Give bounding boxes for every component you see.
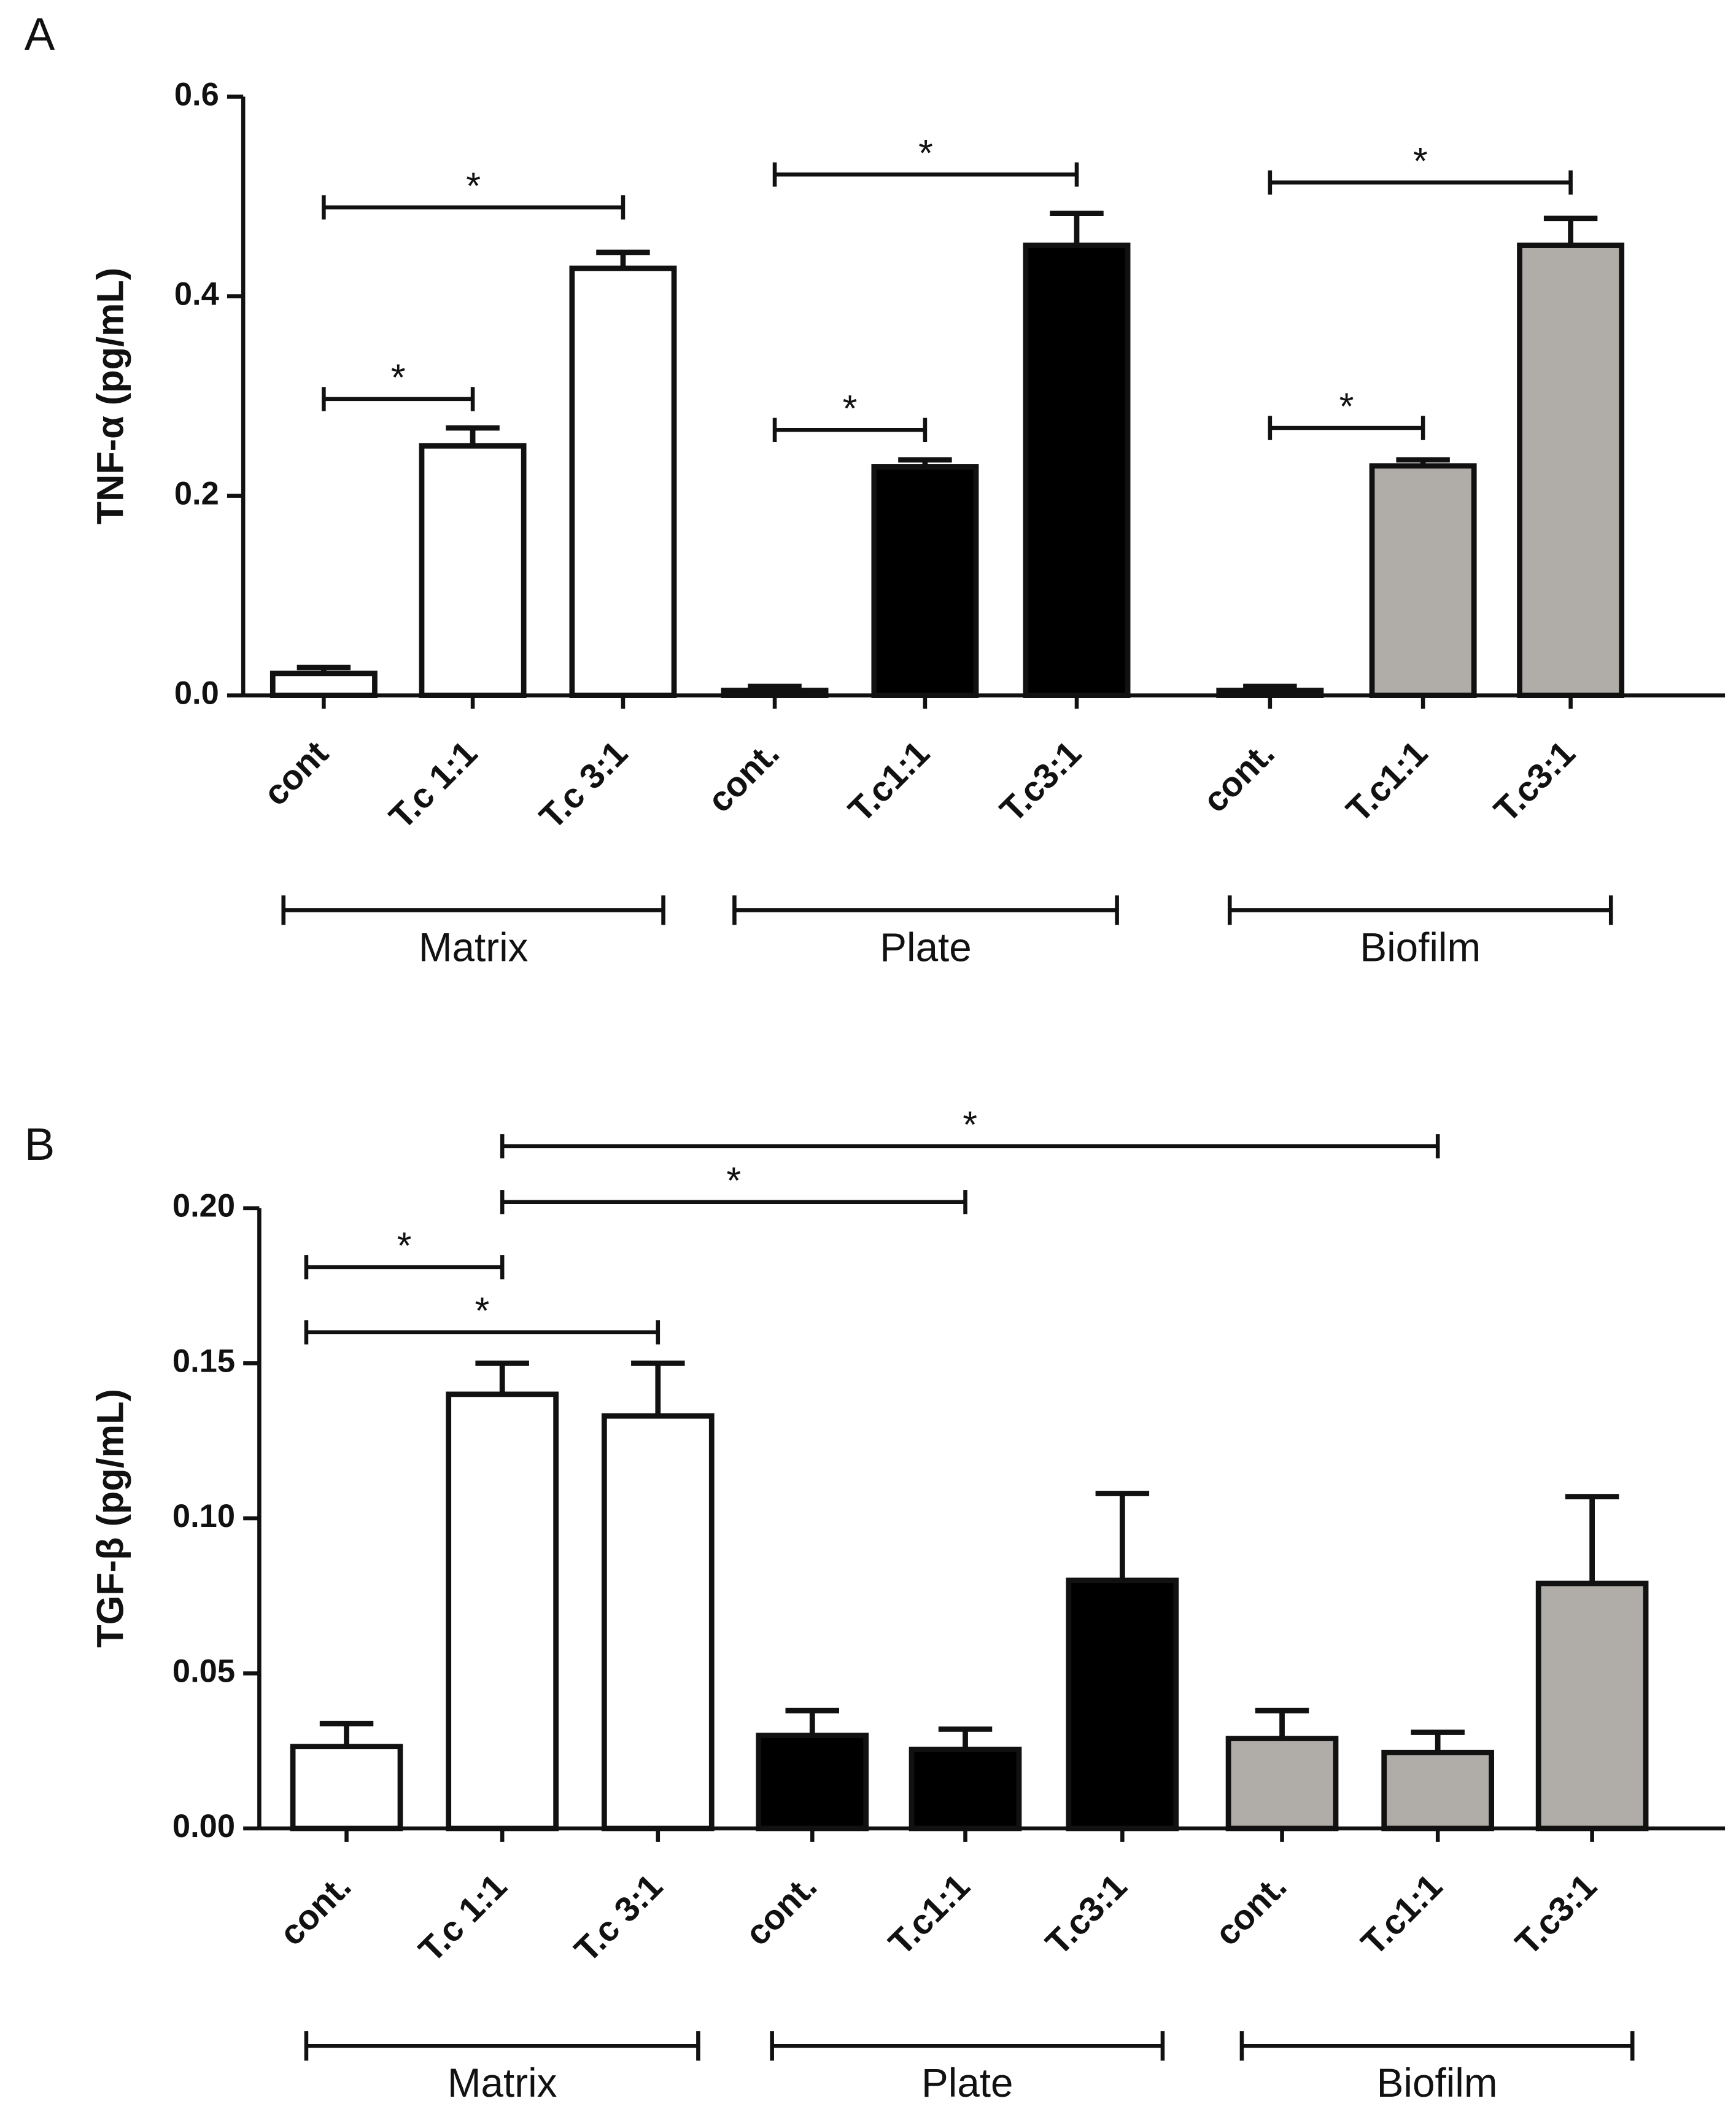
x-tick-label: T.c1:1 [1354,1867,1450,1963]
x-tick-label: T.c 3:1 [532,734,635,836]
group-label: Biofilm [1377,2060,1498,2105]
bar [1023,243,1131,698]
significance-star: * [466,165,481,206]
bar [269,670,378,698]
group-label: Matrix [419,925,529,969]
group-label: Plate [921,2060,1013,2105]
bar [1066,1577,1179,1831]
significance-star: * [397,1224,412,1266]
x-tick-label: T.c1:1 [841,734,937,829]
panel-label: B [25,1119,55,1170]
significance-star: * [391,356,406,398]
y-tick-label: 0.05 [172,1653,235,1689]
bar [871,464,979,698]
bar [1535,1580,1649,1831]
x-tick-label: cont. [1208,1867,1295,1954]
bar [1517,243,1625,698]
x-tick-label: cont. [273,1867,359,1954]
x-tick-label: cont. [738,1867,825,1954]
y-tick-label: 0.15 [172,1343,235,1379]
bar [569,265,677,698]
y-axis-title: TGF-β (pg/mL) [89,1389,131,1648]
y-tick-label: 0.6 [174,77,219,112]
bar [446,1391,559,1831]
x-tick-label: T.c 1:1 [382,734,484,836]
significance-star: * [475,1289,489,1331]
bar [1381,1749,1495,1831]
bar [419,443,527,698]
y-tick-label: 0.10 [172,1499,235,1534]
group-label: Matrix [448,2060,557,2105]
x-tick-label: T.c1:1 [882,1867,977,1963]
x-tick-label: T.c3:1 [1487,734,1583,829]
y-tick-label: 0.2 [174,476,219,511]
significance-star: * [843,387,858,429]
panel-label: A [25,9,55,60]
x-tick-label: cont. [1196,734,1282,820]
x-tick-label: T.c3:1 [1039,1867,1134,1963]
bar [1216,688,1324,698]
y-tick-label: 0.20 [172,1189,235,1224]
bar [721,688,829,698]
x-tick-label: T.c 1:1 [412,1867,514,1970]
bar [1369,463,1477,698]
x-tick-label: T.c3:1 [993,734,1089,829]
bar [1225,1736,1339,1831]
bar [601,1413,715,1831]
x-tick-label: T.c1:1 [1339,734,1435,829]
y-tick-label: 0.0 [174,675,219,711]
bar [909,1746,1022,1831]
group-label: Biofilm [1360,925,1481,969]
significance-star: * [726,1159,741,1201]
significance-star: * [1413,140,1428,182]
group-label: Plate [880,925,971,969]
y-axis-title: TNF-α (pg/mL) [89,268,131,524]
x-tick-label: cont [257,734,336,813]
x-tick-label: cont. [700,734,787,820]
significance-star: * [963,1103,977,1145]
x-tick-label: T.c3:1 [1508,1867,1604,1963]
y-tick-label: 0.4 [174,276,219,312]
x-tick-label: T.c 3:1 [567,1867,670,1970]
bar [290,1744,403,1831]
bar [756,1733,869,1831]
y-tick-label: 0.00 [172,1809,235,1844]
significance-star: * [1339,386,1354,427]
significance-star: * [918,132,933,174]
